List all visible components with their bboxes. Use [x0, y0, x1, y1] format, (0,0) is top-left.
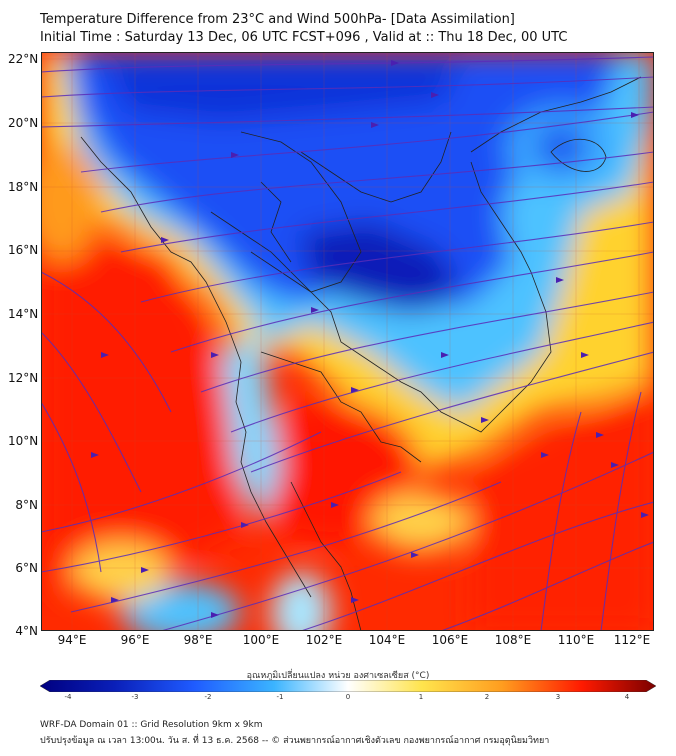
colorbar-tick: -3	[131, 693, 139, 701]
colorbar-tick: -1	[276, 693, 284, 701]
lat-label: 20°N	[8, 116, 39, 130]
footer-model-info: WRF-DA Domain 01 :: Grid Resolution 9km …	[40, 720, 263, 730]
coastlines	[80, 76, 642, 631]
lon-label: 104°E	[368, 633, 406, 647]
chart-title: Temperature Difference from 23°C and Win…	[40, 12, 515, 27]
lon-label: 110°E	[557, 633, 595, 647]
wind-streamlines	[41, 56, 654, 631]
graticule	[41, 52, 654, 631]
lon-label: 112°E	[613, 633, 651, 647]
colorbar-tick: 3	[555, 693, 561, 701]
lat-label: 18°N	[8, 180, 39, 194]
lon-label: 100°E	[242, 633, 280, 647]
temperature-field	[41, 52, 654, 631]
colorbar-tick: -2	[204, 693, 212, 701]
lat-label: 6°N	[15, 561, 38, 575]
lon-label: 108°E	[494, 633, 532, 647]
lon-label: 96°E	[120, 633, 150, 647]
colorbar-tick: -4	[64, 693, 72, 701]
map-canvas	[41, 52, 654, 631]
lat-label: 4°N	[15, 624, 38, 638]
lat-label: 12°N	[8, 371, 39, 385]
map-frame	[41, 52, 654, 631]
lat-label: 10°N	[8, 434, 39, 448]
colorbar-tick: 0	[345, 693, 351, 701]
temperature-wind-map	[41, 52, 654, 631]
lat-label: 8°N	[15, 498, 38, 512]
lat-label: 14°N	[8, 307, 39, 321]
chart-subtitle: Initial Time : Saturday 13 Dec, 06 UTC F…	[40, 30, 568, 45]
footer-credit: ปรับปรุงข้อมูล ณ เวลา 13:00น. วัน ส. ที่…	[40, 736, 550, 746]
colorbar-title: อุณหภูมิเปลี่ยนแปลง หน่วย องศาเซลเซียส (…	[246, 671, 430, 681]
colorbar-tick: 1	[418, 693, 424, 701]
colorbar-tick: 2	[484, 693, 490, 701]
wind-arrows	[91, 60, 649, 618]
lat-label: 22°N	[8, 52, 39, 66]
lon-label: 102°E	[305, 633, 343, 647]
lon-label: 106°E	[431, 633, 469, 647]
colorbar-tick: 4	[624, 693, 630, 701]
colorbar	[40, 680, 656, 692]
lon-label: 94°E	[57, 633, 87, 647]
lon-label: 98°E	[183, 633, 213, 647]
lat-label: 16°N	[8, 243, 39, 257]
